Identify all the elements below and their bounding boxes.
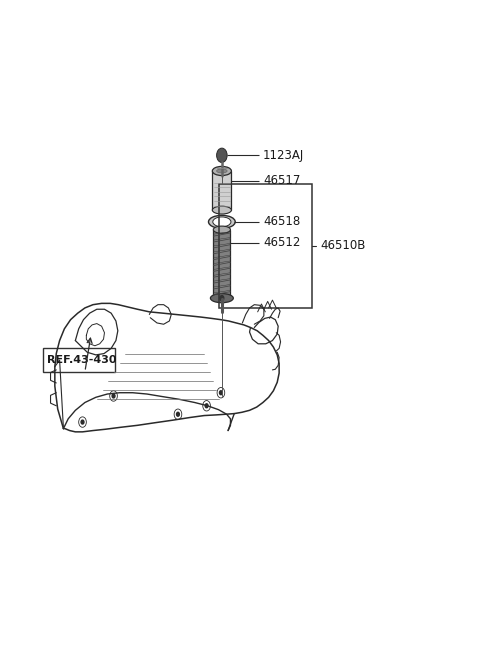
Ellipse shape [212, 166, 231, 176]
Circle shape [205, 404, 208, 407]
Circle shape [220, 295, 224, 301]
Circle shape [216, 148, 227, 162]
Ellipse shape [212, 206, 231, 214]
Circle shape [81, 420, 84, 424]
Ellipse shape [213, 217, 231, 227]
Ellipse shape [208, 215, 235, 229]
Circle shape [112, 394, 115, 398]
Bar [212, 171, 231, 210]
Circle shape [219, 391, 222, 395]
Circle shape [177, 412, 180, 416]
Text: 1123AJ: 1123AJ [263, 149, 304, 162]
Text: 46510B: 46510B [320, 240, 366, 252]
Text: REF.43-430: REF.43-430 [47, 355, 116, 365]
Text: 46517: 46517 [263, 174, 300, 187]
Text: 46518: 46518 [263, 215, 300, 229]
Ellipse shape [210, 293, 233, 303]
Ellipse shape [213, 226, 230, 233]
Text: 46512: 46512 [263, 236, 300, 249]
Ellipse shape [216, 169, 227, 173]
Bar [218, 184, 312, 308]
Bar [43, 348, 116, 372]
Bar [213, 230, 230, 298]
